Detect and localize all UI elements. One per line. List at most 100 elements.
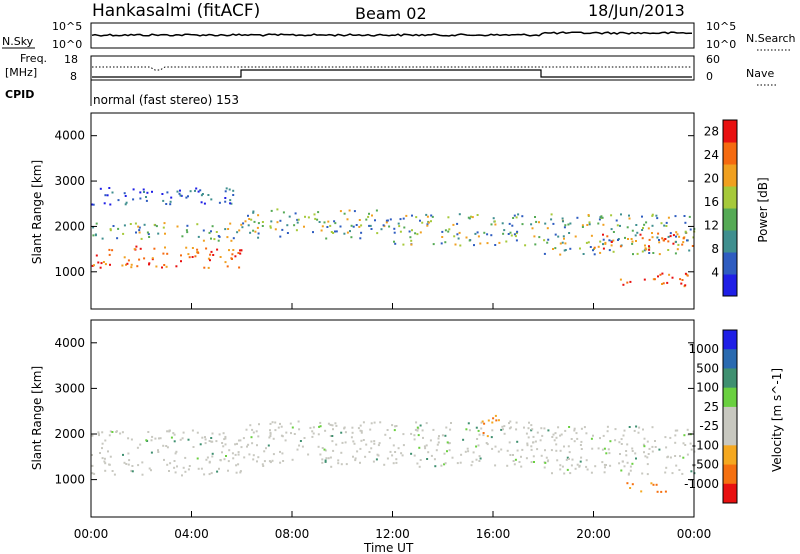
power-cell <box>608 239 611 242</box>
power-cell <box>543 239 546 242</box>
velocity-cell <box>250 436 253 439</box>
velocity-cell <box>208 460 211 463</box>
power-cell <box>270 209 273 212</box>
velocity-colorbar-swatch <box>723 349 737 369</box>
velocity-colorbar-swatch <box>723 464 737 485</box>
power-cell <box>559 242 562 245</box>
power-cell <box>348 209 351 212</box>
velocity-cell <box>423 445 426 448</box>
power-cell <box>655 214 658 217</box>
power-cell <box>326 226 329 228</box>
power-cell <box>652 252 655 254</box>
velocity-cell <box>544 449 546 452</box>
power-cell <box>531 227 534 230</box>
power-cell <box>155 265 158 268</box>
velocity-cell <box>235 464 238 467</box>
power-cell <box>145 199 148 202</box>
power-cell <box>163 222 166 225</box>
velocity-cell <box>495 419 498 422</box>
power-cell <box>421 221 424 224</box>
velocity-cell <box>251 428 254 431</box>
velocity-cell <box>580 440 583 443</box>
velocity-cell <box>640 490 643 493</box>
power-cell <box>252 229 255 232</box>
power-cell <box>334 230 336 233</box>
velocity-cell <box>166 446 169 449</box>
velocity-cell <box>97 431 100 434</box>
power-colorbar-swatch <box>723 230 737 253</box>
power-cell <box>427 221 430 224</box>
velocity-cell <box>674 455 677 457</box>
power-cell <box>585 241 588 244</box>
velocity-cell <box>525 457 528 460</box>
power-cell <box>397 222 400 225</box>
power-cell <box>124 203 127 206</box>
velocity-cell <box>467 422 470 425</box>
velocity-cell <box>480 421 483 424</box>
power-cell <box>592 249 594 252</box>
velocity-colorbar-tick: 1000 <box>688 342 719 356</box>
power-cell <box>196 248 199 251</box>
velocity-cell <box>91 472 94 475</box>
power-cell <box>620 213 622 216</box>
velocity-cell <box>477 444 480 447</box>
velocity-cell <box>340 451 343 454</box>
power-cell <box>139 197 142 200</box>
power-cell <box>631 229 634 232</box>
velocity-cell <box>206 456 209 459</box>
power-cell <box>153 223 156 226</box>
velocity-cell <box>530 424 533 427</box>
velocity-cell <box>575 432 578 435</box>
power-cell <box>188 256 191 259</box>
velocity-cell <box>208 473 211 476</box>
velocity-cell <box>674 429 677 432</box>
power-cell <box>676 233 679 236</box>
power-cell <box>659 273 662 276</box>
velocity-colorbar-tick: -25 <box>699 419 719 433</box>
velocity-cell <box>393 429 396 432</box>
velocity-cell <box>637 431 640 434</box>
power-cell <box>599 251 602 254</box>
velocity-x-axis: 00:00 04:00 08:00 12:00 16:00 20:00 00:00 <box>74 303 711 541</box>
power-cell <box>667 249 670 251</box>
x-tick-label: 04:00 <box>174 527 209 541</box>
velocity-cell <box>638 426 641 429</box>
power-cell <box>146 191 149 194</box>
velocity-cell <box>321 461 324 464</box>
velocity-cell <box>480 427 483 430</box>
power-cell <box>505 240 508 243</box>
velocity-cell <box>443 463 446 466</box>
power-cell <box>456 233 459 236</box>
power-cell <box>261 221 264 223</box>
power-cell <box>339 225 342 228</box>
power-cell <box>658 241 661 244</box>
power-cell <box>116 237 119 240</box>
power-cell <box>579 247 581 250</box>
power-cell <box>635 240 637 242</box>
velocity-cell <box>651 426 654 429</box>
power-cell <box>135 231 137 234</box>
power-cell <box>100 262 103 265</box>
power-cell <box>602 223 605 226</box>
power-cell <box>124 195 127 197</box>
velocity-cell <box>285 431 288 434</box>
velocity-cell <box>536 448 539 451</box>
power-cell <box>257 214 260 217</box>
velocity-cell <box>298 444 301 447</box>
velocity-cell <box>686 428 689 431</box>
velocity-cell <box>690 470 693 473</box>
power-cell <box>414 232 417 235</box>
velocity-cell <box>580 456 583 459</box>
power-cell <box>218 201 221 204</box>
power-cell <box>164 246 166 249</box>
velocity-cell <box>324 449 327 452</box>
velocity-cell <box>497 419 500 422</box>
freq-tick-top: 18 <box>64 53 78 66</box>
velocity-cell <box>681 472 684 475</box>
velocity-cell <box>312 432 315 435</box>
velocity-cell <box>547 459 550 462</box>
power-cell <box>561 217 564 220</box>
velocity-cell <box>664 471 667 474</box>
velocity-cell <box>416 426 419 429</box>
velocity-cell <box>383 463 386 466</box>
